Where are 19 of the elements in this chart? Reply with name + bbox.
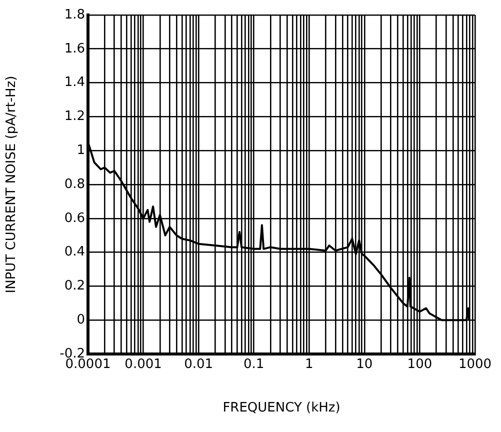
y-tick-label: 1 [76,142,85,158]
y-axis-title: INPUT CURRENT NOISE (pA/rt-Hz) [4,76,20,294]
y-tick-label: 1.2 [64,109,85,124]
x-tick-label: 0.001 [124,357,162,372]
x-tick-label: 1000 [458,357,492,372]
x-tick-label: 100 [407,357,432,372]
x-axis-title: FREQUENCY (kHz) [222,400,340,416]
y-tick-label: 1.4 [64,75,85,90]
x-tick-label: 0.01 [184,357,214,372]
y-tick-label: 1.6 [64,41,85,56]
x-tick-label: 1 [305,357,314,372]
y-tick-label: 0.8 [64,176,85,192]
x-tick-label: 0.1 [244,357,264,372]
x-tick-label: 10 [356,357,373,372]
y-tick-label: 1.8 [64,7,85,22]
y-tick-label: 0.2 [64,278,85,294]
y-tick-label: 0.4 [64,244,85,260]
y-tick-label: 0.6 [64,210,85,226]
y-tick-label: 0 [76,312,85,328]
